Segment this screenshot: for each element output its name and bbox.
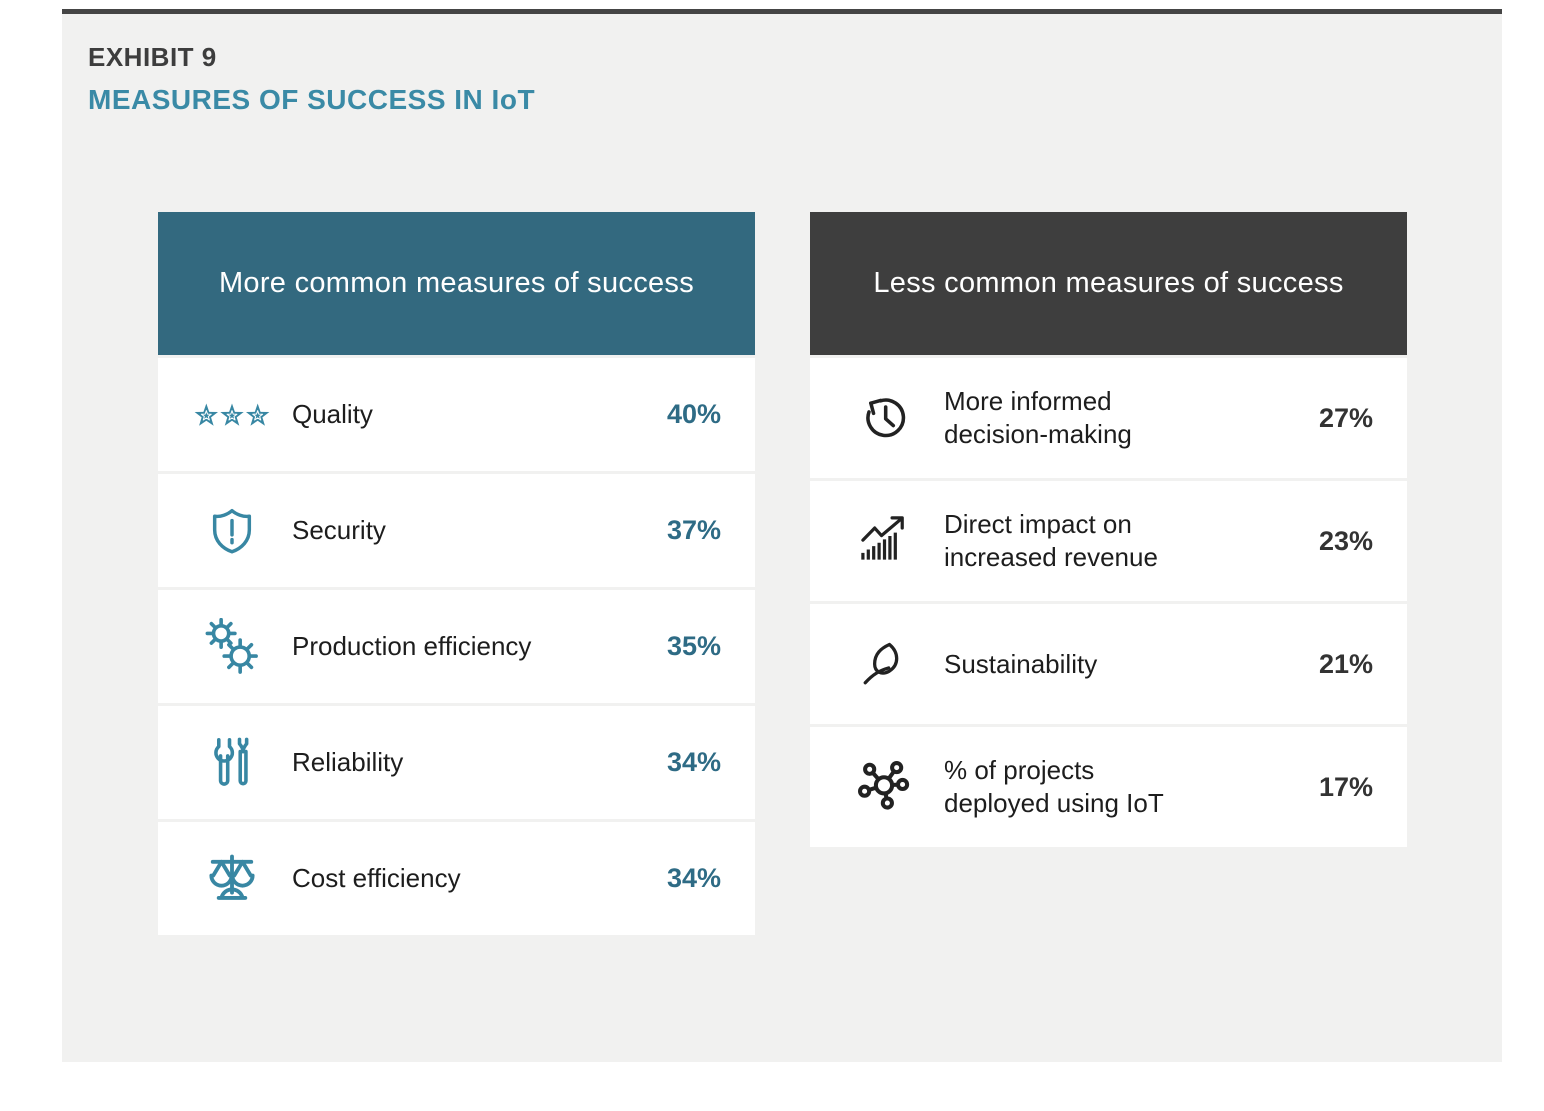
row-label: Cost efficiency <box>292 863 461 893</box>
row-label: Security <box>292 515 386 545</box>
rising-chart-icon <box>846 514 922 568</box>
table-row-sustainability: Sustainability 21% <box>810 604 1407 724</box>
row-label: More informed decision-making <box>944 386 1132 449</box>
exhibit-number: EXHIBIT 9 <box>88 42 217 72</box>
table-row-reliability: Reliability 34% <box>158 706 755 819</box>
network-nodes-icon <box>846 760 922 814</box>
row-value: 40% <box>666 399 721 429</box>
row-label: Reliability <box>292 747 404 777</box>
row-value: 23% <box>1318 525 1373 556</box>
row-value: 21% <box>1318 648 1373 679</box>
table-row-quality: Quality 40% <box>158 358 755 471</box>
row-label: % of projects deployed using IoT <box>944 755 1164 818</box>
row-value: 17% <box>1318 771 1373 802</box>
more-common-panel: More common measures of success <box>158 212 755 935</box>
tools-icon <box>194 734 270 792</box>
row-value: 27% <box>1318 402 1373 433</box>
shield-icon <box>194 503 270 559</box>
history-clock-icon <box>846 391 922 445</box>
table-row-production-efficiency: Production efficiency 35% <box>158 590 755 703</box>
scales-icon <box>194 851 270 907</box>
row-value: 35% <box>666 631 721 661</box>
row-label: Quality <box>292 399 373 429</box>
less-common-panel: Less common measures of success More inf… <box>810 212 1407 935</box>
less-common-panel-header: Less common measures of success <box>810 212 1407 355</box>
row-value: 34% <box>666 863 721 893</box>
table-row-decision-making: More informed decision-making 27% <box>810 358 1407 478</box>
row-label: Direct impact on increased revenue <box>944 509 1158 572</box>
row-label: Production efficiency <box>292 631 532 661</box>
table-row-cost-efficiency: Cost efficiency 34% <box>158 822 755 935</box>
three-stars-icon <box>194 401 270 429</box>
row-value: 34% <box>666 747 721 777</box>
table-row-increased-revenue: Direct impact on increased revenue 23% <box>810 481 1407 601</box>
leaf-icon <box>846 636 922 692</box>
table-row-projects-deployed: % of projects deployed using IoT 17% <box>810 727 1407 847</box>
row-value: 37% <box>666 515 721 545</box>
gears-icon <box>194 617 270 676</box>
panels-container: More common measures of success <box>158 212 1407 935</box>
page-title: MEASURES OF SUCCESS IN IoT <box>88 84 536 115</box>
more-common-panel-header: More common measures of success <box>158 212 755 355</box>
row-label: Sustainability <box>944 648 1098 679</box>
top-rule-divider <box>62 9 1502 14</box>
table-row-security: Security 37% <box>158 474 755 587</box>
exhibit-sheet: EXHIBIT 9 MEASURES OF SUCCESS IN IoT Mor… <box>62 14 1502 1062</box>
